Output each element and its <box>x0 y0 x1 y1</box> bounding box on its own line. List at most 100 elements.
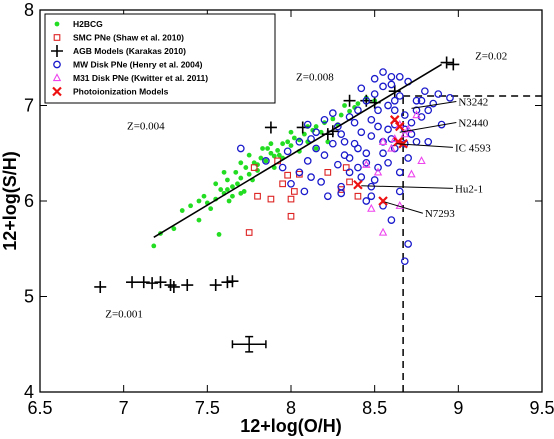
x-tick-label: 9.5 <box>529 398 554 418</box>
x-tick-label: 7 <box>119 398 129 418</box>
legend-label: H2BCG <box>73 19 103 29</box>
annotation-label: Hu2-1 <box>455 183 483 195</box>
legend-label: Photoionization Models <box>73 87 169 97</box>
triangle-point <box>390 134 399 143</box>
triangle-point <box>373 167 383 176</box>
circle-point <box>350 118 359 127</box>
y-tick-label: 8 <box>24 0 34 20</box>
circle-point <box>367 132 376 140</box>
circle-point <box>312 144 320 153</box>
dot-point <box>355 101 361 106</box>
dot-point <box>233 169 239 175</box>
annotation-label: Z=0.001 <box>105 309 143 321</box>
circle-point <box>412 106 421 115</box>
dot-point <box>276 152 282 158</box>
square-point <box>290 188 298 195</box>
dot-point <box>313 146 319 151</box>
dot-point <box>171 226 177 232</box>
legend-label: AGB Models (Karakas 2010) <box>73 46 186 56</box>
triangle-point <box>400 129 410 138</box>
circle-point <box>395 168 404 177</box>
triangle-point <box>378 137 388 145</box>
annotation-label: N3242 <box>458 97 488 109</box>
circle-point <box>362 197 371 205</box>
dot-point <box>265 146 270 151</box>
x-tick-label: 6.5 <box>27 398 52 418</box>
legend: H2BCG SMC PNe (Shaw et al. 2010) AGB Model… <box>44 13 276 104</box>
circle-point <box>354 163 362 172</box>
dot-point <box>238 160 244 166</box>
dot-point <box>225 187 230 192</box>
circle-point <box>384 158 392 167</box>
legend-box <box>44 13 276 104</box>
x-axis-label: 12+log(O/H) <box>240 416 342 436</box>
circle-point <box>357 173 366 181</box>
circle-point <box>367 115 376 124</box>
dot-point <box>246 152 252 158</box>
dot-point <box>226 198 232 204</box>
legend-label: SMC PNe (Shaw et al. 2010) <box>73 33 184 43</box>
circle-point <box>390 96 399 105</box>
dot-point <box>330 116 336 122</box>
dot-point <box>291 135 297 141</box>
annotations: Z=0.02 Z=0.008 Z=0.004 Z=0.001 N3242 N2440 IC … <box>105 51 507 321</box>
annotation-label: Z=0.004 <box>127 120 165 132</box>
circle-point <box>379 149 387 158</box>
circle-point <box>379 201 387 210</box>
y-tick-label: 6 <box>24 191 34 211</box>
error-bar <box>231 335 267 353</box>
plus-point <box>221 276 234 289</box>
square-point <box>324 169 332 176</box>
dot-point <box>260 146 265 151</box>
circle-point <box>320 115 329 124</box>
plus-point <box>154 276 167 289</box>
circle-point <box>407 118 416 127</box>
circle-point <box>323 192 332 201</box>
circle-point <box>400 111 409 119</box>
cross-point <box>353 179 363 190</box>
circle-point <box>417 113 426 121</box>
circle-point <box>295 137 304 146</box>
circle-point <box>345 168 354 177</box>
dot-point <box>225 177 230 183</box>
circle-point <box>354 106 362 115</box>
circle-point <box>345 154 354 162</box>
plus-point <box>146 277 159 290</box>
circle-point <box>357 128 366 137</box>
plus-point <box>181 279 194 292</box>
dot-point <box>230 184 235 190</box>
plus-point <box>343 94 356 107</box>
circle-point <box>446 94 454 102</box>
dot-point <box>347 108 352 114</box>
plus-point <box>167 280 180 293</box>
dot-point <box>338 112 344 118</box>
circle-point <box>337 130 346 138</box>
circle-point <box>357 84 366 93</box>
circle-point <box>287 179 295 188</box>
annotation-pointer <box>396 143 454 148</box>
legend-marker <box>52 73 62 82</box>
circle-point <box>367 182 376 191</box>
circle-point <box>317 178 325 186</box>
legend-marker <box>54 21 60 27</box>
circle-point <box>328 109 337 117</box>
circle-point <box>395 73 404 81</box>
dot-point <box>275 147 281 153</box>
circle-point <box>387 73 396 81</box>
dot-point <box>196 198 202 204</box>
x-tick-label: 8.5 <box>362 398 387 418</box>
y-tick-label: 4 <box>24 382 34 402</box>
dot-point <box>179 208 185 213</box>
circle-point <box>412 96 421 105</box>
circle-point <box>334 160 342 169</box>
circle-point <box>424 137 433 146</box>
circle-point <box>295 168 304 177</box>
plus-point <box>137 276 150 289</box>
plus-point <box>447 58 460 71</box>
circle-point <box>395 187 404 196</box>
circle-point <box>384 101 392 110</box>
y-axis-label: 12+log(S/H) <box>0 151 20 251</box>
square-point <box>354 192 362 200</box>
circle-point <box>278 163 287 172</box>
